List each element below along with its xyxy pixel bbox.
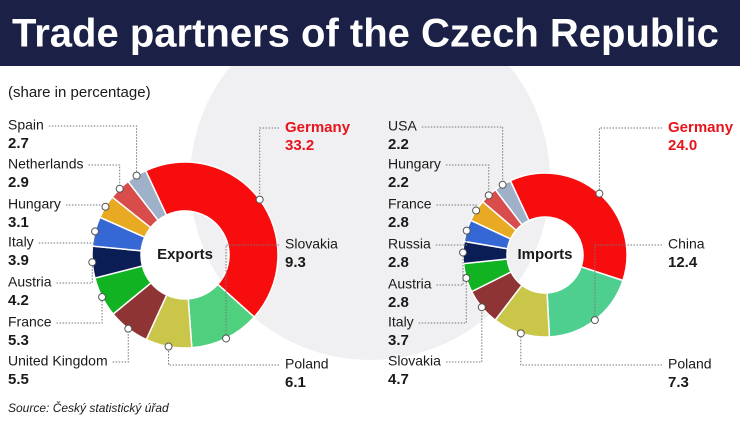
value-label: 4.7 [388, 371, 409, 388]
center-label: Imports [517, 246, 572, 263]
category-label: Italy [8, 234, 34, 250]
value-label: 6.1 [285, 374, 306, 391]
leader-dot [88, 258, 97, 267]
leader-line [56, 297, 103, 324]
value-label: 2.2 [388, 136, 409, 153]
category-label: Hungary [388, 156, 441, 172]
leader-line [598, 127, 662, 194]
leader-line [445, 164, 490, 196]
leader-dot [462, 226, 471, 235]
leader-line [168, 346, 279, 366]
leader-dot [462, 273, 471, 282]
value-label: 9.3 [285, 254, 306, 271]
value-label: 7.3 [668, 374, 689, 391]
leader-line [48, 125, 138, 176]
category-label: Germany [285, 119, 351, 136]
leader-dot [115, 184, 124, 193]
source: Source: Český statistický úřad [8, 400, 169, 415]
category-label: France [388, 196, 432, 212]
category-label: Netherlands [8, 156, 84, 172]
leader-dot [477, 303, 486, 312]
leader-line [38, 231, 96, 244]
category-label: Slovakia [285, 236, 338, 252]
leader-line [65, 204, 106, 207]
category-label: Poland [668, 356, 712, 372]
category-label: Austria [8, 274, 52, 290]
leader-dot [498, 180, 507, 189]
leader-dot [459, 248, 468, 257]
leader-dot [132, 171, 141, 180]
category-label: Austria [388, 276, 432, 292]
slice [509, 172, 628, 282]
category-label: USA [388, 118, 417, 134]
leader-line [436, 252, 464, 286]
leader-dot [516, 329, 525, 338]
leader-dot [91, 227, 100, 236]
category-label: France [8, 314, 52, 330]
leader-dot [124, 324, 133, 333]
category-label: Spain [8, 117, 44, 133]
value-label: 4.2 [8, 292, 29, 309]
value-label: 2.8 [388, 214, 409, 231]
value-label: 3.9 [8, 252, 29, 269]
value-label: 33.2 [285, 137, 314, 154]
leader-dot [484, 191, 493, 200]
value-label: 2.8 [388, 254, 409, 271]
value-label: 12.4 [668, 254, 698, 271]
value-label: 5.3 [8, 332, 29, 349]
category-label: Russia [388, 236, 431, 252]
leader-line [594, 244, 662, 321]
leader-dot [101, 202, 110, 211]
leader-dot [164, 342, 173, 351]
category-label: Slovakia [388, 353, 441, 369]
leader-dot [590, 316, 599, 325]
page-title: Trade partners of the Czech Republic [12, 12, 719, 56]
value-label: 2.9 [8, 174, 29, 191]
slice [144, 161, 279, 319]
value-label: 2.2 [388, 174, 409, 191]
leader-dot [255, 195, 264, 204]
leader-dot [595, 189, 604, 198]
leader-line [225, 244, 279, 339]
leader-dot [222, 334, 231, 343]
background-shape [190, 0, 550, 360]
leader-line [435, 230, 468, 246]
leader-line [445, 307, 483, 363]
header-band [0, 0, 740, 66]
category-label: China [668, 236, 705, 252]
category-label: Poland [285, 356, 329, 372]
category-label: Italy [388, 314, 414, 330]
leader-dot [472, 206, 481, 215]
value-label: 2.7 [8, 135, 29, 152]
category-label: Hungary [8, 196, 61, 212]
slice [546, 265, 624, 338]
leader-line [418, 277, 467, 324]
value-label: 2.8 [388, 294, 409, 311]
center-label: Exports [157, 246, 213, 263]
category-label: Germany [668, 119, 734, 136]
value-label: 24.0 [668, 137, 697, 154]
leader-line [56, 262, 93, 284]
subtitle: (share in percentage) [8, 84, 151, 101]
leader-line [520, 333, 662, 366]
leader-line [112, 328, 129, 363]
leader-line [259, 127, 279, 200]
leader-line [88, 164, 121, 189]
leader-dot [98, 293, 107, 302]
value-label: 3.1 [8, 214, 29, 231]
value-label: 5.5 [8, 371, 29, 388]
category-label: United Kingdom [8, 353, 108, 369]
value-label: 3.7 [388, 332, 409, 349]
